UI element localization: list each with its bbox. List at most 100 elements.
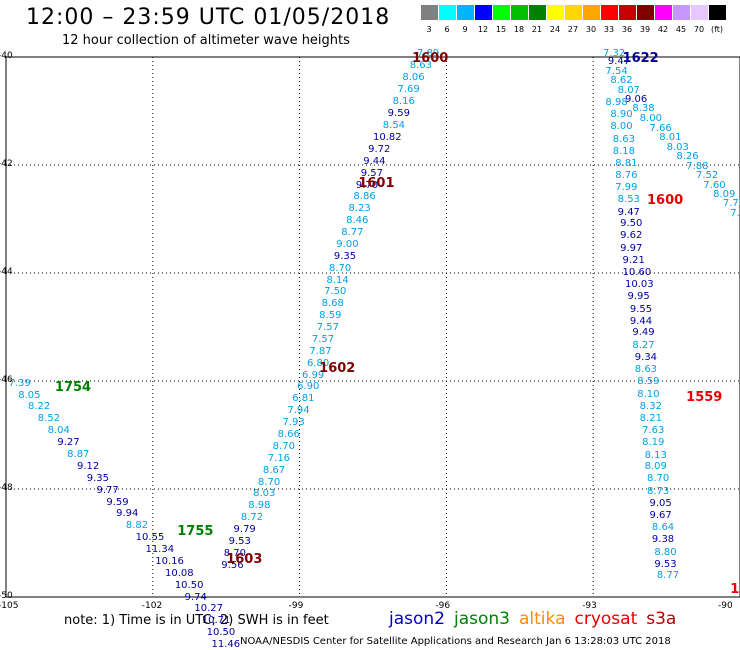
legend-altika: altika <box>519 609 566 629</box>
wave-height-value: 8.01 <box>659 132 682 143</box>
lat-tick-label: -46 <box>0 375 13 385</box>
wave-height-value: 10.60 <box>622 267 652 278</box>
wave-height-value: 7.66 <box>649 122 672 134</box>
wave-height-value: 8.38 <box>632 103 655 115</box>
scale-label: 27 <box>567 25 579 34</box>
legend-s3a: s3a <box>646 609 677 629</box>
scale-swatch <box>565 5 582 20</box>
wave-height-value: 9.56 <box>221 559 244 571</box>
track-time-label: 1600 <box>647 192 684 208</box>
wave-height-value: 8.70 <box>258 476 281 488</box>
wave-height-value: 8.63 <box>634 364 658 376</box>
wave-height-value: 7.50 <box>324 286 347 298</box>
legend-jason3: jason3 <box>454 609 510 629</box>
track-time-label: 15 <box>730 582 740 598</box>
scale-label: 6 <box>444 25 450 34</box>
wave-height-value: 8.27 <box>632 339 655 351</box>
wave-height-value: 9.44 <box>363 155 386 167</box>
wave-height-value: 7.93 <box>282 417 305 429</box>
wave-height-value: 9.44 <box>629 315 653 327</box>
wave-height-value: 8.14 <box>326 274 349 286</box>
scale-label: 24 <box>549 25 561 34</box>
wave-height-value: 9.47 <box>617 206 640 218</box>
wave-height-value: 8.00 <box>639 113 662 125</box>
wave-height-value: 9.53 <box>654 558 677 570</box>
wave-height-value: 8.76 <box>615 169 638 181</box>
wave-height-value: 8.62 <box>610 75 633 87</box>
wave-height-value: 7.57 <box>311 333 335 345</box>
scale-label: 9 <box>462 25 468 34</box>
legend-jason2: jason2 <box>389 609 445 629</box>
wave-height-value: 11.46 <box>211 639 241 650</box>
wave-height-value: 8.63 <box>612 134 636 146</box>
scale-swatch <box>511 5 528 20</box>
wave-height-value: 8.52 <box>37 413 61 425</box>
wave-height-value: 7.94 <box>287 405 310 417</box>
wave-height-value: 10.82 <box>373 132 402 143</box>
wave-height-value: 7.32 <box>602 48 626 60</box>
wave-height-value: 8.73 <box>647 485 670 497</box>
wave-height-value: 8.59 <box>319 310 342 322</box>
scale-swatch <box>529 5 546 20</box>
scale-unit: (ft) <box>710 25 724 34</box>
wave-height-value: 9.35 <box>333 250 357 262</box>
scale-label: 70 <box>693 25 705 34</box>
wave-height-value: 10.71 <box>201 615 231 627</box>
wave-height-value: 8.06 <box>402 72 425 84</box>
wave-height-value: 9.57 <box>360 167 384 179</box>
lon-tick-label: -105 <box>0 601 19 611</box>
scale-swatch <box>583 5 600 20</box>
wave-height-value: 9.21 <box>622 255 645 267</box>
wave-height-value: 9.74 <box>184 591 207 603</box>
wave-height-value: 7.16 <box>267 452 291 464</box>
scale-label: 39 <box>639 25 651 34</box>
wave-height-value: 7.57 <box>316 322 339 334</box>
wave-height-value: 9.35 <box>86 472 109 484</box>
wave-height-value: 9.49 <box>632 327 655 339</box>
scale-swatch <box>637 5 654 20</box>
scale-label: 3 <box>426 25 432 34</box>
scale-swatch <box>709 5 726 20</box>
lat-tick-label: -48 <box>0 483 13 493</box>
scale-label: 42 <box>657 25 669 34</box>
wave-height-value: 8.10 <box>637 388 660 400</box>
wave-height-value: 8.13 <box>644 449 667 461</box>
wave-height-value: 9.00 <box>336 238 359 250</box>
wave-height-value: 7.99 <box>615 181 638 193</box>
scale-swatch <box>493 5 510 20</box>
wave-height-value: 9.38 <box>651 534 675 546</box>
wave-height-value: 9.94 <box>116 508 139 520</box>
wave-height-value: 8.66 <box>277 429 300 440</box>
wave-height-value: 9.27 <box>57 437 80 449</box>
wave-height-value: 7.39 <box>8 377 31 389</box>
lat-tick-label: -44 <box>0 267 13 277</box>
lon-tick-label: -99 <box>288 601 304 611</box>
track-time-label: 1602 <box>319 360 356 376</box>
scale-label: 33 <box>603 25 615 34</box>
wave-height-value: 9.79 <box>233 524 256 536</box>
wave-height-value: 9.05 <box>649 498 672 510</box>
wave-height-value: 8.53 <box>617 194 640 206</box>
wave-height-value: 8.21 <box>639 412 662 424</box>
wave-height-value: 8.18 <box>612 146 636 158</box>
wave-height-value: 9.70 <box>355 179 379 191</box>
track-time-label: 1600 <box>412 51 449 67</box>
lon-tick-label: -90 <box>718 601 733 611</box>
wave-height-value: 8.72 <box>240 512 264 524</box>
wave-height-value: 8.19 <box>642 437 665 449</box>
lat-tick-label: -42 <box>0 159 13 169</box>
scale-label: 21 <box>531 25 543 34</box>
wave-height-value: 9.97 <box>620 242 643 254</box>
legend-cryosat: cryosat <box>574 609 638 629</box>
wave-height-value: 8.03 <box>666 141 689 153</box>
scale-label: 15 <box>495 25 507 34</box>
wave-height-value: 9.06 <box>625 94 648 106</box>
wave-height-value: 8.90 <box>610 109 633 121</box>
wave-height-value: 8.26 <box>676 150 699 162</box>
wave-height-value: 8.54 <box>382 119 406 131</box>
wave-height-value: 8.86 <box>353 191 376 203</box>
wave-height-value: 9.95 <box>627 291 650 303</box>
track-time-label: 1603 <box>226 551 263 567</box>
scale-swatch <box>691 5 708 20</box>
